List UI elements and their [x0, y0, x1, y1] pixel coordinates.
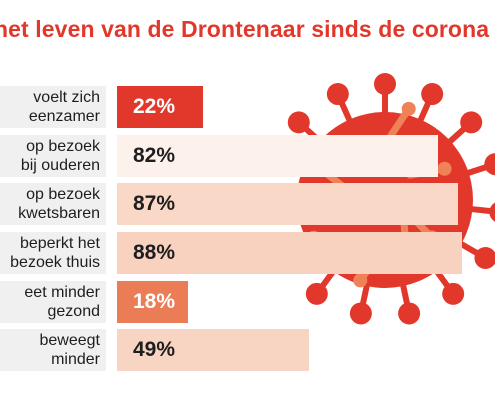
virus-spike-head — [287, 111, 310, 134]
virus-spike-head — [305, 282, 328, 305]
category-label: voelt zich eenzamer — [28, 89, 100, 125]
bar — [117, 135, 438, 177]
category-label: op bezoek bij ouderen — [20, 138, 100, 174]
category-label-box: eet minder gezond — [0, 281, 106, 323]
category-label: beperkt het bezoek thuis — [10, 235, 100, 271]
bar — [117, 232, 462, 274]
virus-spike-head — [421, 83, 444, 106]
virus-spike-head — [484, 153, 495, 176]
bar-value-label: 22% — [133, 95, 176, 118]
bar-value-label: 82% — [133, 144, 176, 167]
bar — [117, 329, 309, 371]
virus-spike-head — [374, 73, 396, 95]
category-label: beweegt minder — [39, 332, 101, 368]
virus-spike-head — [349, 302, 372, 325]
bar-value-label: 49% — [133, 338, 176, 361]
virus-spike-head — [442, 282, 465, 305]
bar-value-label: 88% — [133, 241, 176, 264]
virus-surface-spike-head — [437, 161, 452, 176]
category-label-box: beweegt minder — [0, 329, 106, 371]
bar-value-label: 18% — [133, 290, 176, 313]
chart-title: het leven van de Drontenaar sinds de cor… — [0, 16, 490, 42]
bar — [117, 86, 203, 128]
virus-spike-head — [398, 302, 421, 325]
bar — [117, 183, 458, 225]
virus-spike-head — [460, 111, 483, 134]
virus-surface-spike-head — [401, 101, 416, 116]
virus-surface-spike-head — [353, 273, 368, 288]
bar-value-label: 87% — [133, 192, 176, 215]
category-label-box: beperkt het bezoek thuis — [0, 232, 106, 274]
virus-spike-head — [489, 202, 495, 222]
category-label-box: op bezoek kwetsbaren — [0, 183, 106, 225]
category-label-box: op bezoek bij ouderen — [0, 135, 106, 177]
category-label: eet minder gezond — [24, 284, 100, 320]
category-label: op bezoek kwetsbaren — [18, 186, 100, 222]
category-label-box: voelt zich eenzamer — [0, 86, 106, 128]
virus-spike-head — [474, 247, 495, 269]
virus-spike-head — [326, 83, 349, 106]
bar — [117, 281, 188, 323]
